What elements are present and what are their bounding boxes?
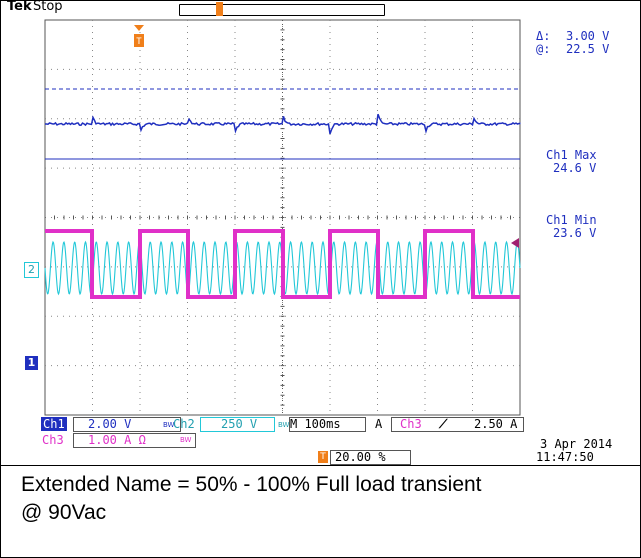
ch1-scale-box[interactable]: 2.00 V (73, 417, 181, 432)
ch1-scale-value: 2.00 V (88, 417, 132, 431)
ch1-trace (45, 113, 521, 135)
trigger-source-prefix: A (375, 417, 383, 431)
trigger-slope-icon: ⟋ (439, 417, 448, 431)
ch1-ground-marker[interactable]: 1 (25, 356, 38, 370)
time-label: 11:47:50 (536, 450, 594, 464)
ch2-scale-box[interactable]: 250 V (200, 417, 275, 432)
caption-divider (0, 465, 641, 466)
timebase-value: M 100ms (290, 417, 341, 431)
trigger-position-icon[interactable]: T (133, 25, 145, 51)
ch3-scale-value: 1.00 A Ω (88, 433, 146, 447)
bw-limit-icon-ch1: BW (163, 421, 175, 429)
ch3-scale-box[interactable]: 1.00 A Ω (73, 433, 196, 448)
cursor-at-value: 22.5 V (566, 42, 610, 56)
trigger-level-icon[interactable] (511, 238, 519, 248)
graticule-grid (44, 19, 521, 416)
caption-line-1: Extended Name = 50% - 100% Full load tra… (21, 473, 482, 496)
acquisition-state: Stop (33, 0, 63, 14)
measurement-value-ch1-min: 23.6 V (553, 226, 597, 240)
record-position-bar[interactable] (179, 4, 385, 16)
cursor-at-label: @: (536, 42, 551, 56)
ch2-status-label[interactable]: Ch2 (173, 417, 195, 431)
trigger-box[interactable]: Ch3 ⟋ 2.50 A (391, 417, 524, 432)
timebase-box[interactable]: M 100ms (289, 417, 366, 432)
ch2-ground-marker[interactable]: 2 (24, 262, 39, 278)
measurement-value-ch1-max: 24.6 V (553, 161, 597, 175)
caption-line-2: @ 90Vac (21, 501, 107, 524)
measurement-label-ch1-max: Ch1 Max (546, 148, 597, 162)
ch3-trace (45, 229, 520, 299)
date-label: 3 Apr 2014 (540, 437, 613, 451)
ch2-scale-value: 250 V (221, 417, 258, 431)
trigger-source: Ch3 (400, 417, 422, 431)
trigger-level: 2.50 A (474, 417, 518, 431)
trigger-pos-icon: T (318, 451, 328, 463)
scope-display (44, 19, 521, 416)
traces (44, 88, 521, 299)
ch3-status-label[interactable]: Ch3 (42, 433, 64, 447)
record-view-marker (216, 2, 223, 16)
cursor-delta-label: Δ: (536, 29, 551, 43)
brand-label: Tek (7, 0, 32, 14)
ch1-status-label[interactable]: Ch1 (41, 417, 67, 431)
bw-limit-icon-ch2: BW (278, 421, 290, 429)
svg-text:T: T (136, 37, 142, 47)
bw-limit-icon-ch3: BW (180, 436, 192, 444)
trigger-pos-box[interactable]: 20.00 % (330, 450, 411, 465)
measurement-label-ch1-min: Ch1 Min (546, 213, 597, 227)
trigger-pos-value: 20.00 % (335, 450, 386, 464)
cursor-delta-value: 3.00 V (566, 29, 610, 43)
